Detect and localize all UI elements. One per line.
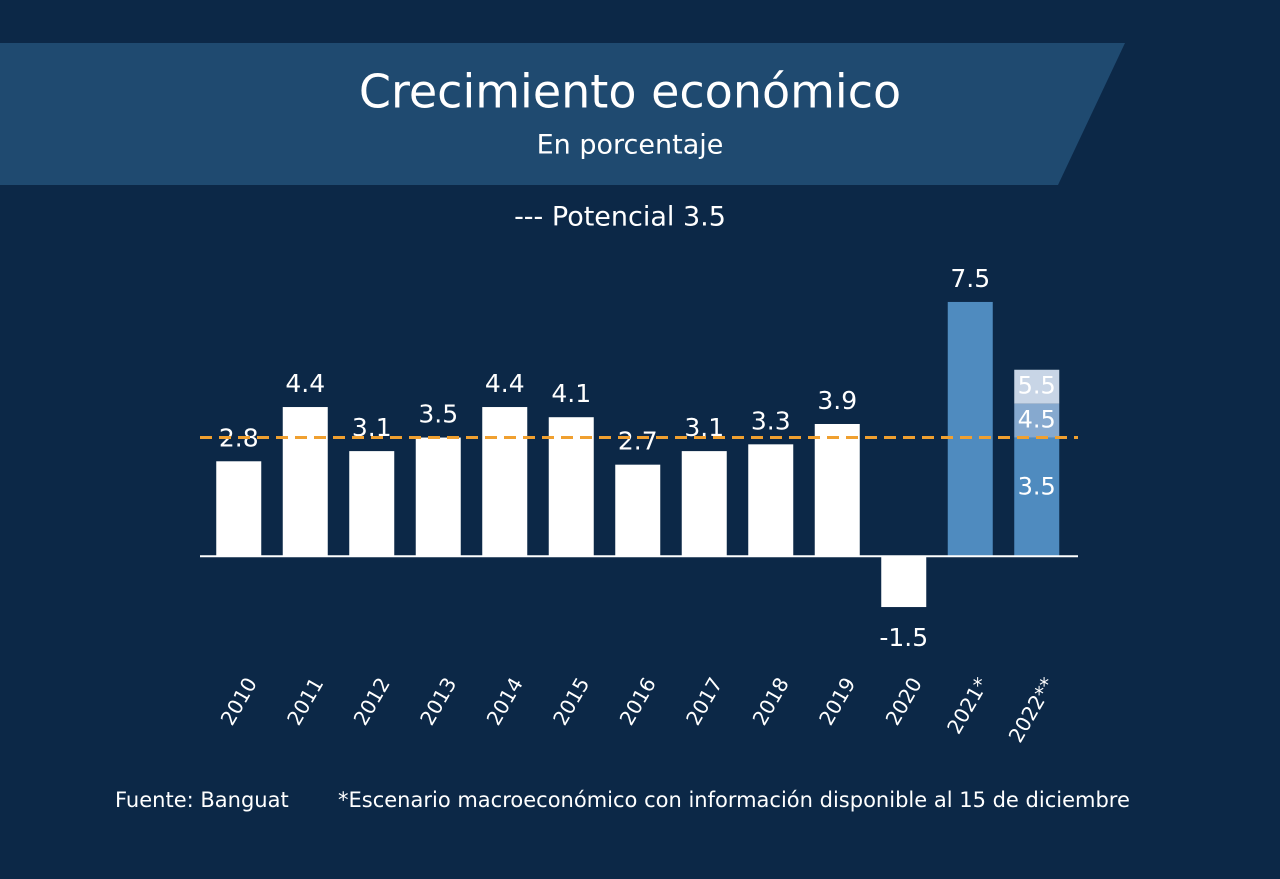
forecast-band	[1014, 369, 1060, 404]
chart-subtitle: En porcentaje	[537, 130, 724, 161]
bar	[814, 423, 860, 557]
header-banner	[0, 43, 1125, 185]
bar	[548, 417, 594, 557]
bar	[216, 461, 262, 557]
forecast-label: 4.5	[1018, 406, 1056, 434]
value-label: 7.5	[950, 264, 990, 293]
value-label: 3.5	[418, 400, 458, 429]
note: *Escenario macroeconómico con informació…	[338, 788, 1130, 812]
bar	[615, 464, 661, 557]
forecast-label: 3.5	[1018, 473, 1056, 501]
bar	[415, 437, 461, 557]
forecast-label: 5.5	[1018, 372, 1056, 400]
value-label: 4.1	[551, 379, 591, 408]
value-label: 2.7	[618, 427, 658, 456]
reference-legend: --- Potencial 3.5	[514, 202, 726, 233]
bar	[947, 301, 993, 557]
bar	[681, 451, 727, 557]
bar	[748, 444, 794, 557]
value-label: -1.5	[879, 623, 928, 652]
forecast-band	[1014, 437, 1060, 557]
value-label: 3.9	[817, 386, 857, 415]
bar	[282, 407, 328, 557]
value-label: 4.4	[485, 369, 525, 398]
chart-title: Crecimiento económico	[359, 65, 901, 119]
bar	[482, 407, 528, 557]
forecast-band	[1014, 403, 1060, 438]
value-label: 4.4	[285, 369, 325, 398]
value-label: 3.3	[751, 406, 791, 435]
source: Fuente: Banguat	[115, 788, 289, 812]
bar	[881, 556, 927, 608]
bar	[349, 451, 395, 557]
